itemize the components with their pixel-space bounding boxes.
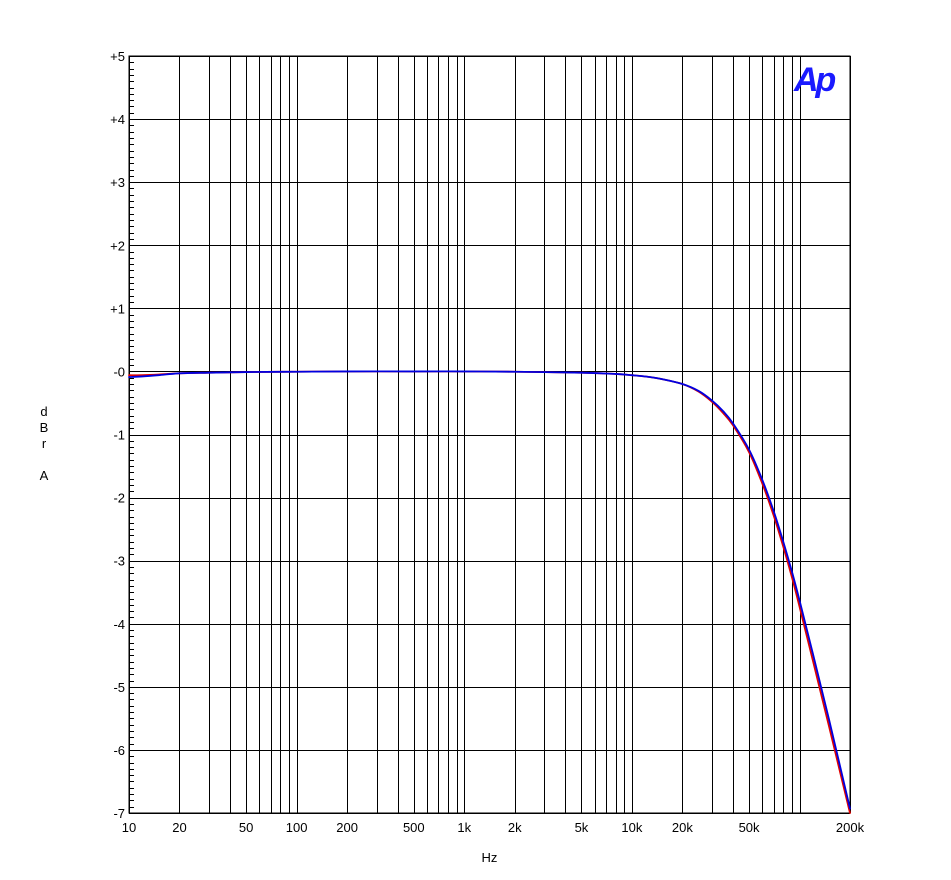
ap-logo-text: Ap (793, 61, 836, 99)
y-axis-title-char: B (40, 420, 49, 435)
x-tick-label: 200k (836, 820, 865, 835)
y-tick-label: -6 (113, 743, 125, 758)
x-tick-label: 5k (575, 820, 589, 835)
series-line-blue (128, 370, 851, 810)
x-tick-labels: 10 20 50 100 200 500 1k 2k 5k 10k 20k 50k 200k (122, 820, 865, 835)
y-axis-title-char: r (42, 436, 47, 451)
y-tick-label: -5 (113, 680, 125, 695)
y-axis-title: dBr A (40, 404, 49, 483)
x-tick-label: 10 (122, 820, 136, 835)
y-tick-labels: +5 +4 +3 +2 +1 -0 -1 -2 -3 -4 -5 -6 -7 (110, 49, 125, 821)
y-tick-label: -2 (113, 491, 125, 506)
y-tick-label: +1 (110, 301, 125, 316)
y-tick-label: -3 (113, 554, 125, 569)
x-tick-label: 500 (403, 820, 425, 835)
ap-logo: Ap (793, 61, 839, 99)
x-tick-label: 1k (457, 820, 471, 835)
x-tick-label: 100 (286, 820, 308, 835)
series-layer (128, 370, 851, 814)
x-axis-title: Hz (482, 850, 498, 865)
x-tick-label: 200 (336, 820, 358, 835)
y-tick-label: +5 (110, 49, 125, 64)
plot-frame (128, 55, 851, 814)
y-tick-label: +2 (110, 238, 125, 253)
x-tick-label: 20 (172, 820, 186, 835)
x-tick-label: 2k (508, 820, 522, 835)
grid-minor (179, 56, 851, 813)
x-tick-label: 50k (739, 820, 760, 835)
y-tick-label: -4 (113, 617, 125, 632)
y-axis-title-char: d (40, 404, 47, 419)
y-minor-ticks (129, 56, 139, 814)
x-tick-label: 10k (621, 820, 642, 835)
x-tick-label: 20k (672, 820, 693, 835)
x-tick-label: 50 (239, 820, 253, 835)
y-axis-title-char: A (40, 468, 49, 483)
grid-major (129, 56, 850, 814)
y-tick-label: -1 (113, 428, 125, 443)
y-tick-label: -0 (113, 364, 125, 379)
y-tick-label: -7 (113, 806, 125, 821)
y-tick-label: +4 (110, 112, 125, 127)
y-tick-label: +3 (110, 175, 125, 190)
